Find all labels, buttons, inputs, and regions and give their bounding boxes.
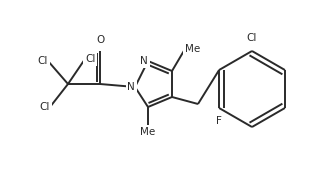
Text: Cl: Cl <box>247 33 257 43</box>
Text: N: N <box>127 82 135 92</box>
Text: N: N <box>140 56 148 66</box>
Text: Me: Me <box>185 44 200 54</box>
Text: Cl: Cl <box>38 56 48 66</box>
Text: Cl: Cl <box>40 102 50 112</box>
Text: F: F <box>216 116 222 126</box>
Text: Me: Me <box>141 127 156 137</box>
Text: O: O <box>96 35 104 45</box>
Text: Cl: Cl <box>85 54 95 64</box>
